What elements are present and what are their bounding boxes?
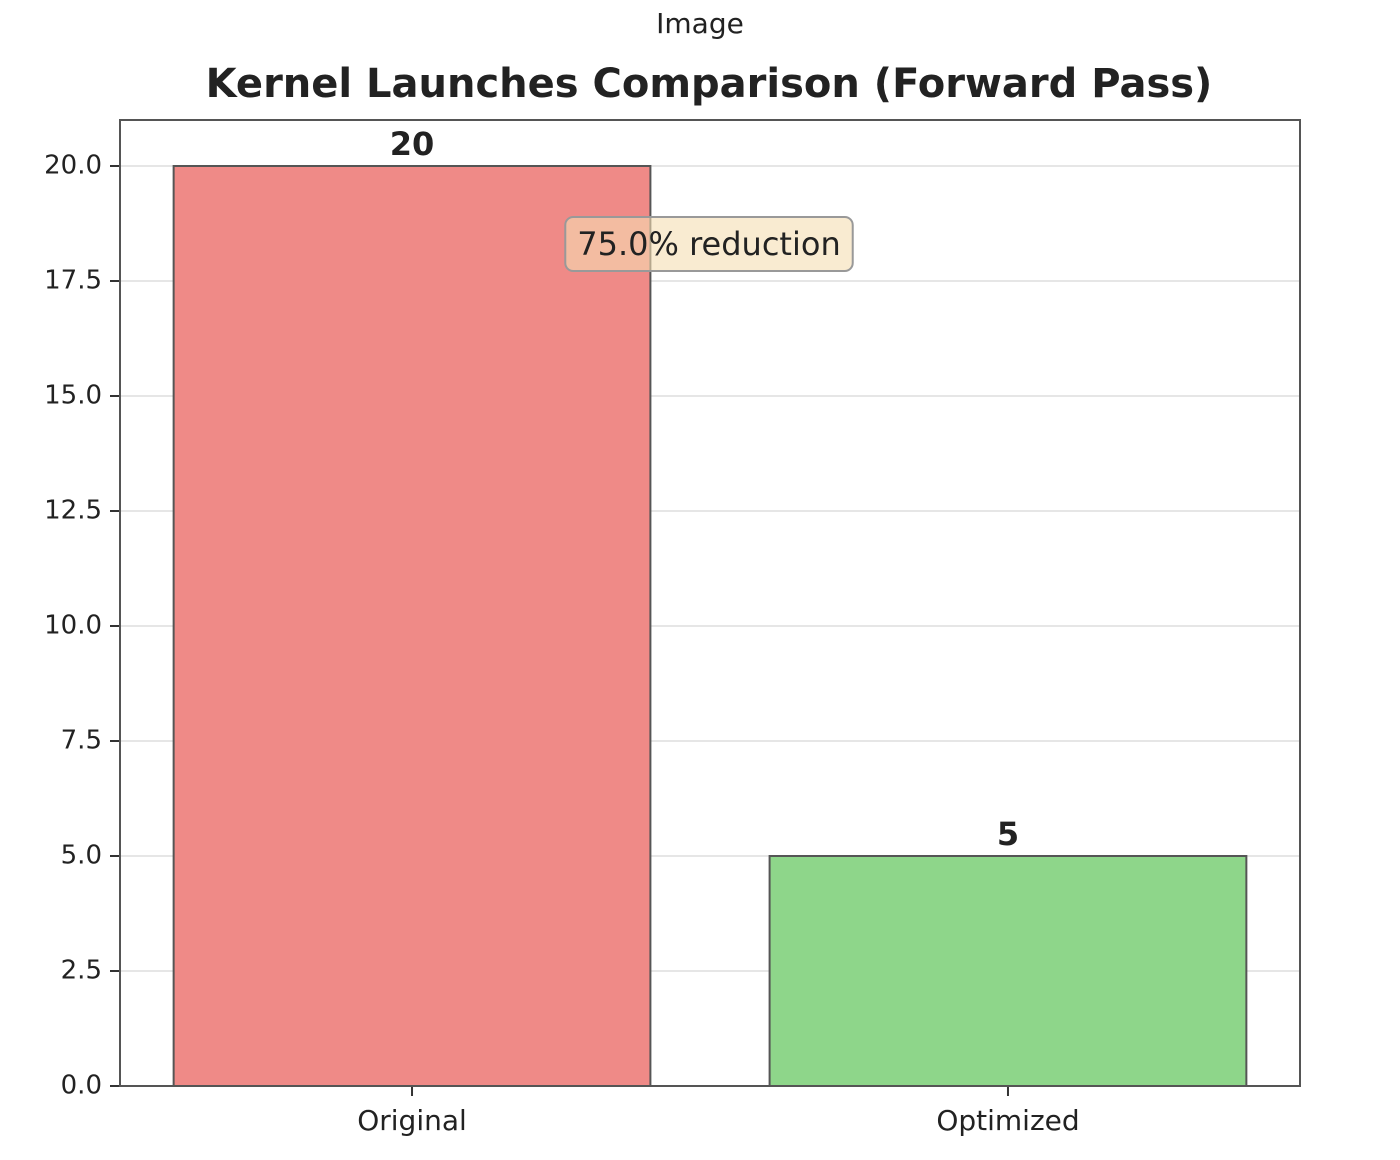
y-tick-label: 15.0: [44, 381, 102, 411]
x-tick-label: Original: [357, 1104, 467, 1137]
page-title: Image: [656, 7, 744, 40]
annotation: 75.0% reduction: [577, 225, 840, 263]
y-tick-label: 0.0: [61, 1071, 102, 1101]
y-tick-label: 17.5: [44, 266, 102, 296]
annotation-box: [564, 216, 854, 272]
value-label: 20: [390, 125, 435, 163]
plot-frame: [119, 119, 1301, 1087]
y-tick-label: 7.5: [61, 726, 102, 756]
bar: [172, 165, 652, 1087]
y-tick-label: 10.0: [44, 611, 102, 641]
y-tick-label: 20.0: [44, 151, 102, 181]
y-tick-label: 2.5: [61, 956, 102, 986]
x-tick-label: Optimized: [936, 1104, 1079, 1137]
y-tick-label: 5.0: [61, 841, 102, 871]
y-tick-label: 12.5: [44, 496, 102, 526]
bar: [768, 855, 1248, 1087]
value-label: 5: [997, 815, 1019, 853]
chart-title: Kernel Launches Comparison (Forward Pass…: [206, 61, 1213, 107]
